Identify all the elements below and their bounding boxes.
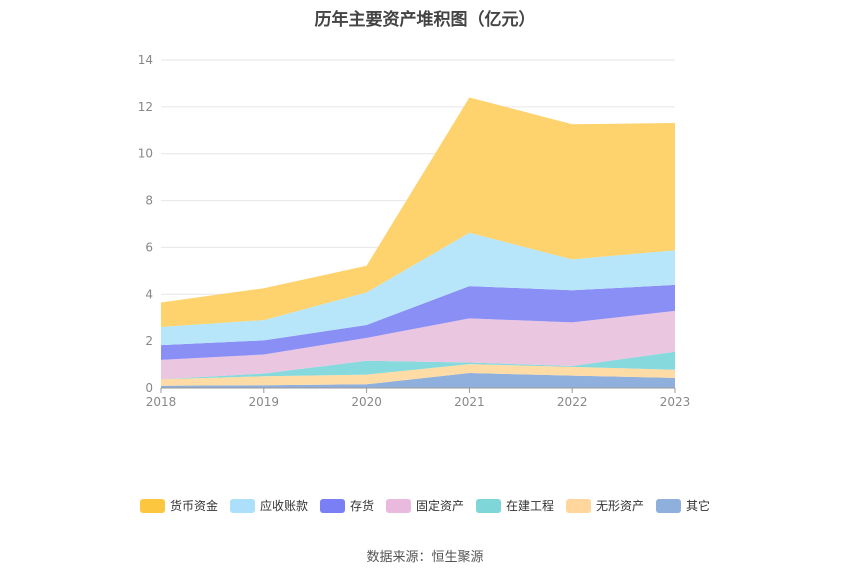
legend-item[interactable]: 货币资金 bbox=[139, 497, 218, 514]
legend-item[interactable]: 无形资产 bbox=[566, 497, 644, 514]
series-area-1 bbox=[161, 364, 675, 386]
legend-item[interactable]: 应收账款 bbox=[229, 497, 308, 514]
legend-swatch bbox=[229, 498, 255, 513]
legend-label: 固定资产 bbox=[415, 499, 464, 513]
legend-item[interactable]: 在建工程 bbox=[476, 497, 554, 514]
legend-label: 其它 bbox=[686, 499, 711, 513]
series-area-0 bbox=[161, 373, 675, 388]
legend-item[interactable]: 其它 bbox=[656, 497, 710, 514]
x-tick-label: 2020 bbox=[351, 395, 382, 409]
series-area-2 bbox=[161, 351, 675, 380]
legend-label: 应收账款 bbox=[259, 499, 308, 513]
legend-label: 货币资金 bbox=[169, 499, 218, 513]
legend: 货币资金 应收账款 存货 固定资产 在建工程 无形资产 其它 bbox=[0, 497, 850, 514]
legend-label: 在建工程 bbox=[506, 499, 555, 513]
y-tick-label: 14 bbox=[138, 53, 153, 67]
chart-title: 历年主要资产堆积图（亿元） bbox=[314, 10, 536, 30]
y-tick-label: 12 bbox=[138, 100, 153, 114]
y-tick-label: 6 bbox=[145, 240, 153, 254]
series-area-6 bbox=[161, 97, 675, 327]
legend-swatch bbox=[385, 498, 411, 513]
y-tick-label: 4 bbox=[145, 287, 153, 301]
y-tick-label: 8 bbox=[145, 194, 153, 208]
series-area-3 bbox=[161, 310, 675, 380]
y-tick-label: 2 bbox=[145, 334, 153, 348]
series-area-4 bbox=[161, 284, 675, 360]
legend-swatch bbox=[566, 498, 592, 513]
legend-item[interactable]: 存货 bbox=[319, 497, 374, 514]
x-tick-label: 2023 bbox=[660, 395, 691, 409]
legend-swatch bbox=[319, 498, 345, 513]
y-tick-label: 0 bbox=[145, 381, 153, 395]
x-tick-label: 2018 bbox=[146, 395, 177, 409]
x-tick-label: 2022 bbox=[557, 395, 588, 409]
x-tick-label: 2021 bbox=[454, 395, 485, 409]
legend-label: 无形资产 bbox=[596, 499, 645, 513]
legend-swatch bbox=[139, 498, 165, 513]
legend-swatch bbox=[476, 498, 501, 513]
legend-swatch bbox=[656, 498, 682, 513]
source-note: 数据来源：恒生聚源 bbox=[366, 550, 484, 565]
x-tick-label: 2019 bbox=[249, 395, 280, 409]
y-tick-label: 10 bbox=[138, 147, 153, 161]
legend-label: 存货 bbox=[349, 499, 374, 513]
series-area-5 bbox=[161, 232, 675, 346]
legend-item[interactable]: 固定资产 bbox=[385, 497, 464, 514]
